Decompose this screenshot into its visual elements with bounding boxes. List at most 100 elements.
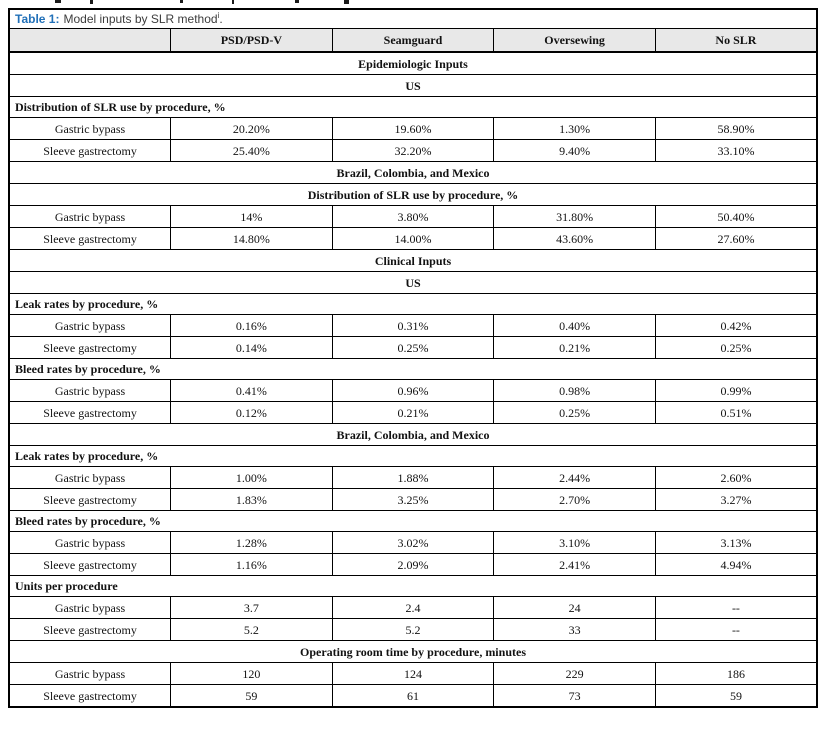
value-cell: 59 xyxy=(170,684,333,708)
table-row: Gastric bypass 20.20% 19.60% 1.30% 58.90% xyxy=(8,117,818,140)
value-cell: 3.02% xyxy=(331,531,495,554)
section-row: Distribution of SLR use by procedure, % xyxy=(8,183,818,206)
value-cell: 58.90% xyxy=(654,117,818,140)
value-cell: 14.80% xyxy=(170,227,333,250)
value-cell: 33.10% xyxy=(654,139,818,162)
table-row: Sleeve gastrectomy 0.12% 0.21% 0.25% 0.51% xyxy=(8,401,818,424)
value-cell: 9.40% xyxy=(493,139,656,162)
value-cell: 2.60% xyxy=(654,466,818,489)
row-label-cell: Gastric bypass xyxy=(8,531,172,554)
value-cell: 0.14% xyxy=(170,336,333,359)
value-cell: 0.51% xyxy=(654,401,818,424)
value-cell: 27.60% xyxy=(654,227,818,250)
value-cell: 14% xyxy=(170,205,333,228)
model-inputs-table: Table 1: Model inputs by SLR methodi. PSD… xyxy=(8,8,818,708)
section-row: Clinical Inputs xyxy=(8,249,818,272)
section-row: Leak rates by procedure, % xyxy=(8,293,818,315)
footnote-marker-superscript: i xyxy=(217,11,220,20)
section-row: US xyxy=(8,271,818,294)
row-label-header-cell xyxy=(8,28,172,53)
section-header-cell: Leak rates by procedure, % xyxy=(8,293,818,315)
section-header-cell: Units per procedure xyxy=(8,575,818,597)
table-row: Gastric bypass 1.28% 3.02% 3.10% 3.13% xyxy=(8,531,818,554)
row-label-cell: Gastric bypass xyxy=(8,314,172,337)
row-label-cell: Gastric bypass xyxy=(8,117,172,140)
row-label-cell: Sleeve gastrectomy xyxy=(8,336,172,359)
table-row: Gastric bypass 0.41% 0.96% 0.98% 0.99% xyxy=(8,379,818,402)
row-label-cell: Gastric bypass xyxy=(8,466,172,489)
value-cell: 0.21% xyxy=(331,401,495,424)
value-cell: 61 xyxy=(331,684,495,708)
value-cell: 33 xyxy=(493,618,656,641)
value-cell: 1.83% xyxy=(170,488,333,511)
value-cell: 3.7 xyxy=(170,596,333,619)
value-cell: 1.16% xyxy=(170,553,333,576)
value-cell: 229 xyxy=(493,662,656,685)
value-cell: 25.40% xyxy=(170,139,333,162)
column-header-row: PSD/PSD-V Seamguard Oversewing No SLR xyxy=(8,28,818,53)
value-cell: 0.31% xyxy=(331,314,495,337)
column-header-cell: No SLR xyxy=(654,28,818,53)
row-label-cell: Gastric bypass xyxy=(8,379,172,402)
value-cell: 3.80% xyxy=(331,205,495,228)
table-row: Sleeve gastrectomy 14.80% 14.00% 43.60% 27.6… xyxy=(8,227,818,250)
row-label-cell: Sleeve gastrectomy xyxy=(8,139,172,162)
row-label-cell: Sleeve gastrectomy xyxy=(8,227,172,250)
table-row: Gastric bypass 14% 3.80% 31.80% 50.40% xyxy=(8,205,818,228)
table-body: Epidemiologic Inputs US Distribution of SL… xyxy=(8,51,818,708)
value-cell: 0.25% xyxy=(493,401,656,424)
table-row: Sleeve gastrectomy 1.16% 2.09% 2.41% 4.94% xyxy=(8,553,818,576)
value-cell: 50.40% xyxy=(654,205,818,228)
table-caption-label: Table 1: xyxy=(15,12,60,26)
section-row: Brazil, Colombia, and Mexico xyxy=(8,423,818,446)
row-label-cell: Sleeve gastrectomy xyxy=(8,488,172,511)
table-row: Gastric bypass 0.16% 0.31% 0.40% 0.42% xyxy=(8,314,818,337)
row-label-cell: Gastric bypass xyxy=(8,662,172,685)
section-header-cell: Leak rates by procedure, % xyxy=(8,445,818,467)
value-cell: 2.09% xyxy=(331,553,495,576)
table-row: Sleeve gastrectomy 0.14% 0.25% 0.21% 0.25% xyxy=(8,336,818,359)
section-header-cell: Brazil, Colombia, and Mexico xyxy=(8,423,818,446)
section-header-cell: Operating room time by procedure, minute… xyxy=(8,640,818,663)
section-header-cell: US xyxy=(8,74,818,97)
table-row: Sleeve gastrectomy 25.40% 32.20% 9.40% 33.10… xyxy=(8,139,818,162)
section-header-cell: Distribution of SLR use by procedure, % xyxy=(8,183,818,206)
value-cell: 0.96% xyxy=(331,379,495,402)
value-cell: 3.27% xyxy=(654,488,818,511)
section-header-cell: US xyxy=(8,271,818,294)
value-cell: 0.40% xyxy=(493,314,656,337)
section-row: Bleed rates by procedure, % xyxy=(8,510,818,532)
value-cell: 73 xyxy=(493,684,656,708)
value-cell: 32.20% xyxy=(331,139,495,162)
row-label-cell: Sleeve gastrectomy xyxy=(8,553,172,576)
value-cell: 43.60% xyxy=(493,227,656,250)
text-fragment xyxy=(232,0,234,4)
value-cell: 3.10% xyxy=(493,531,656,554)
table-row: Gastric bypass 120 124 229 186 xyxy=(8,662,818,685)
value-cell: 124 xyxy=(331,662,495,685)
section-row: Units per procedure xyxy=(8,575,818,597)
value-cell: 2.41% xyxy=(493,553,656,576)
value-cell: 0.16% xyxy=(170,314,333,337)
table-caption-text: Model inputs by SLR method xyxy=(63,12,218,26)
row-label-cell: Gastric bypass xyxy=(8,205,172,228)
value-cell: 24 xyxy=(493,596,656,619)
section-header-cell: Bleed rates by procedure, % xyxy=(8,358,818,380)
table-row: Gastric bypass 3.7 2.4 24 -- xyxy=(8,596,818,619)
value-cell: 0.25% xyxy=(654,336,818,359)
text-fragment xyxy=(295,0,299,3)
value-cell: 0.98% xyxy=(493,379,656,402)
section-header-cell: Clinical Inputs xyxy=(8,249,818,272)
section-row: Brazil, Colombia, and Mexico xyxy=(8,161,818,184)
value-cell: 59 xyxy=(654,684,818,708)
value-cell: 2.70% xyxy=(493,488,656,511)
value-cell: 0.21% xyxy=(493,336,656,359)
section-row: Bleed rates by procedure, % xyxy=(8,358,818,380)
value-cell: 120 xyxy=(170,662,333,685)
value-cell: 1.28% xyxy=(170,531,333,554)
row-label-cell: Sleeve gastrectomy xyxy=(8,618,172,641)
text-fragment xyxy=(55,0,61,3)
table-row: Gastric bypass 1.00% 1.88% 2.44% 2.60% xyxy=(8,466,818,489)
section-row: Leak rates by procedure, % xyxy=(8,445,818,467)
